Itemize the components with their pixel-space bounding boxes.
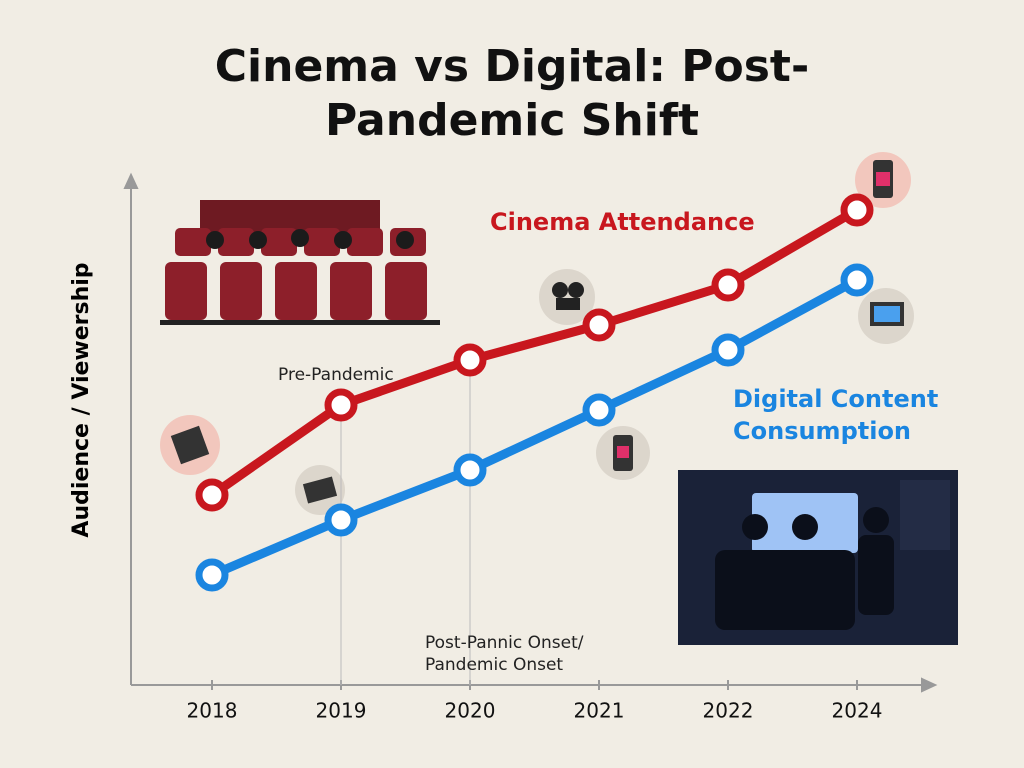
annotation: Pre-Pandemic [278,365,394,385]
data-point [582,393,616,427]
data-point [711,333,745,367]
cinema-illustration [160,200,440,325]
data-point [324,503,358,537]
x-tick-label: 2020 [445,699,496,723]
y-axis-label: Audience / Viewership [69,262,94,537]
series-line [209,206,860,499]
x-tick-label: 2019 [316,699,367,723]
data-point [840,193,874,227]
data-point [195,478,229,512]
x-tick-label: 2018 [187,699,238,723]
data-point [324,388,358,422]
x-tick-label: 2021 [574,699,625,723]
x-tick-label: 2024 [832,699,883,723]
axes [123,172,938,693]
x-tick-label: 2022 [703,699,754,723]
data-point [453,343,487,377]
series-label: Cinema Attendance [490,208,755,236]
icons [160,152,914,515]
chart-title: Cinema vs Digital: Post-Pandemic Shift [214,41,810,146]
data-point [453,453,487,487]
series-label: Digital Content Consumption [733,385,939,445]
digital-illustration [678,470,958,645]
data-point [582,308,616,342]
data-point [840,263,874,297]
series-line [210,276,860,580]
data-point [711,268,745,302]
data-point [195,558,229,592]
annotation: Post-Pannic Onset/ Pandemic Onset [425,633,584,675]
